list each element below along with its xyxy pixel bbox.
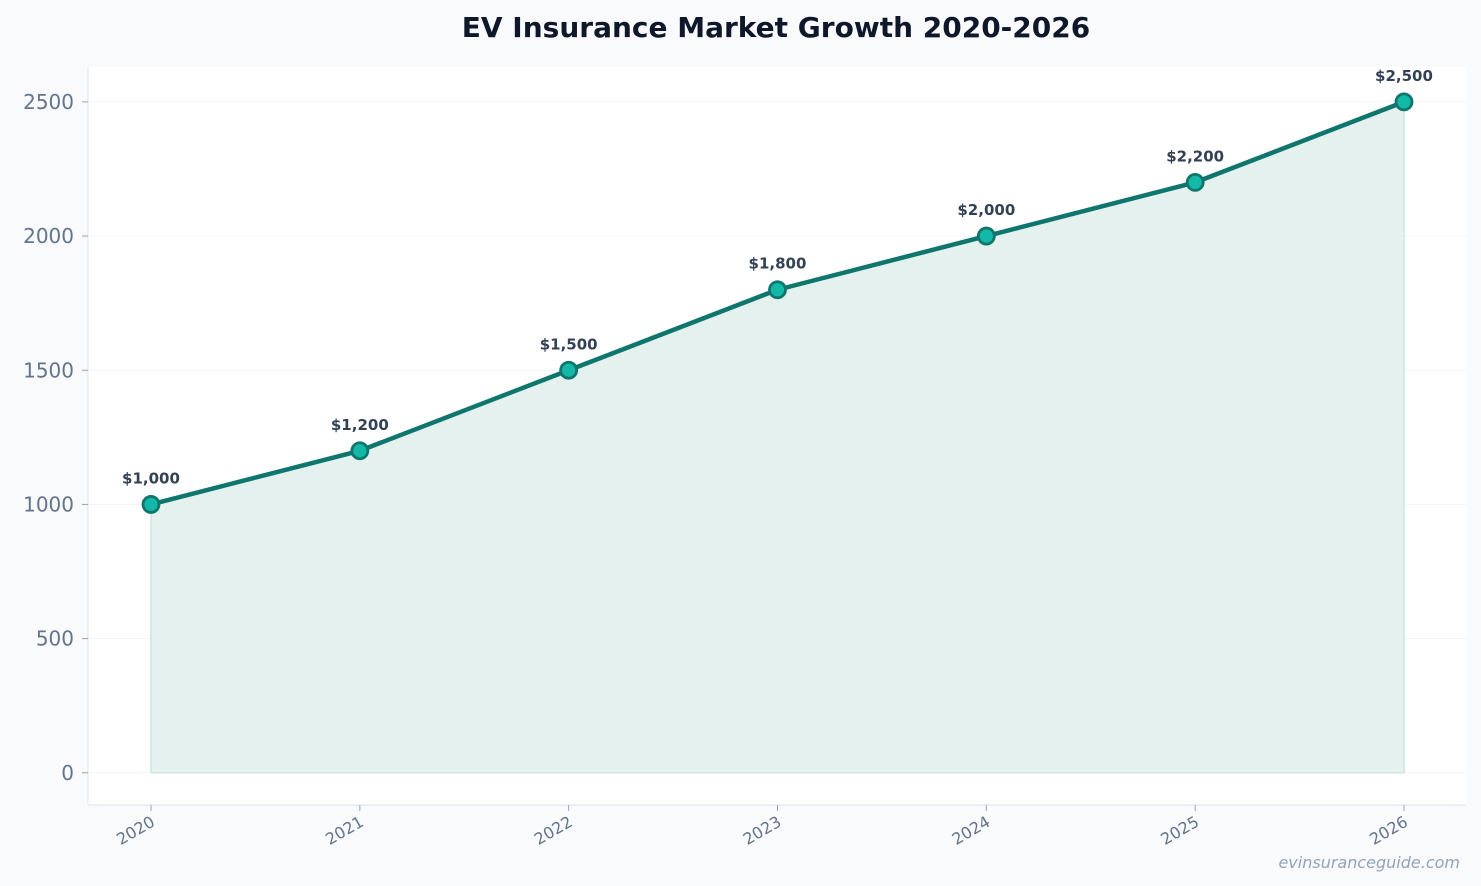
data-point	[350, 441, 370, 461]
data-label: $1,000	[122, 469, 180, 487]
data-label: $1,200	[331, 416, 389, 434]
y-tick-label: 1500	[23, 358, 74, 382]
y-tick-label: 2000	[23, 224, 74, 248]
data-point	[976, 226, 996, 246]
data-label: $1,500	[540, 335, 598, 353]
data-point	[768, 280, 787, 300]
data-point	[559, 360, 579, 380]
series-layer	[141, 92, 1414, 774]
data-point	[1394, 92, 1414, 112]
data-label: $2,200	[1166, 147, 1224, 165]
data-point	[1185, 172, 1205, 192]
x-tick-label: 2025	[1157, 812, 1202, 849]
y-tick-label: 0	[61, 761, 74, 785]
x-tick-label: 2024	[949, 812, 994, 849]
y-axis-ticks: 0 500 1000 1500 2000 2500	[23, 90, 88, 785]
x-tick-label: 2021	[322, 812, 367, 849]
x-tick-label: 2020	[113, 812, 158, 849]
x-tick-label: 2022	[531, 812, 576, 849]
data-labels: $1,000 $1,200 $1,500 $1,800 $2,000 $2,200 $2,5…	[122, 67, 1433, 488]
data-label: $2,500	[1375, 67, 1433, 85]
data-label: $2,000	[957, 201, 1015, 219]
data-label: $1,800	[749, 255, 807, 273]
y-tick-label: 2500	[23, 90, 74, 114]
x-tick-label: 2026	[1366, 812, 1411, 849]
x-tick-label: 2023	[740, 812, 785, 849]
data-point	[141, 495, 161, 514]
watermark: evinsuranceguide.com	[1278, 853, 1460, 872]
y-tick-label: 1000	[23, 492, 74, 516]
x-axis-ticks: 2020 2021 2022 2023 2024 2025 2026	[113, 805, 1411, 849]
y-tick-label: 500	[36, 627, 74, 651]
chart-title: EV Insurance Market Growth 2020-2026	[462, 11, 1090, 44]
